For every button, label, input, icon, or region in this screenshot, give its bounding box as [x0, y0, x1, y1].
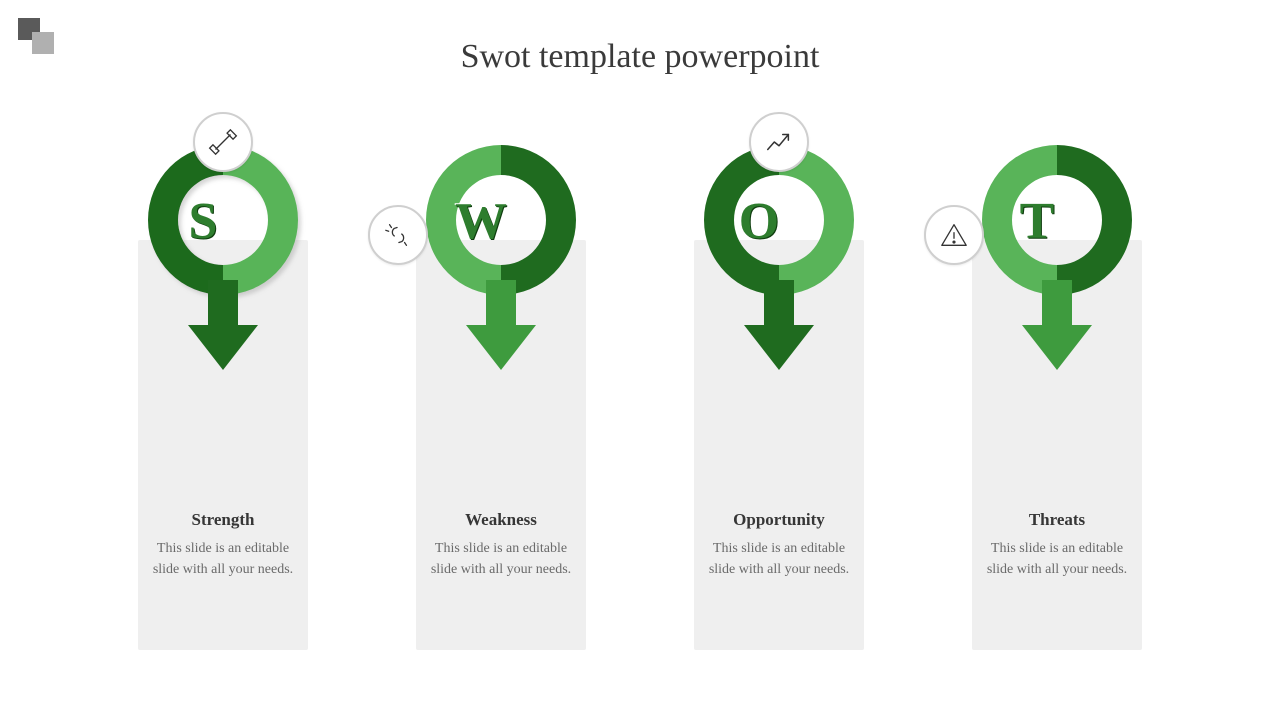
card-heading: Weakness — [386, 510, 616, 530]
card-heading: Threats — [942, 510, 1172, 530]
broken-link-icon — [368, 205, 428, 265]
card-heading: Opportunity — [664, 510, 894, 530]
card-desc: This slide is an editable slide with all… — [694, 538, 864, 580]
ring-arrow — [962, 130, 1152, 390]
swot-letter: O — [664, 192, 854, 251]
page-title: Swot template powerpoint — [0, 38, 1280, 76]
card-desc: This slide is an editable slide with all… — [416, 538, 586, 580]
swot-letter: S — [108, 192, 298, 251]
card-desc: This slide is an editable slide with all… — [138, 538, 308, 580]
card-desc: This slide is an editable slide with all… — [972, 538, 1142, 580]
trend-up-icon — [749, 112, 809, 172]
warning-icon — [924, 205, 984, 265]
card-heading: Strength — [108, 510, 338, 530]
ring-arrow — [406, 130, 596, 390]
dumbbell-icon — [193, 112, 253, 172]
